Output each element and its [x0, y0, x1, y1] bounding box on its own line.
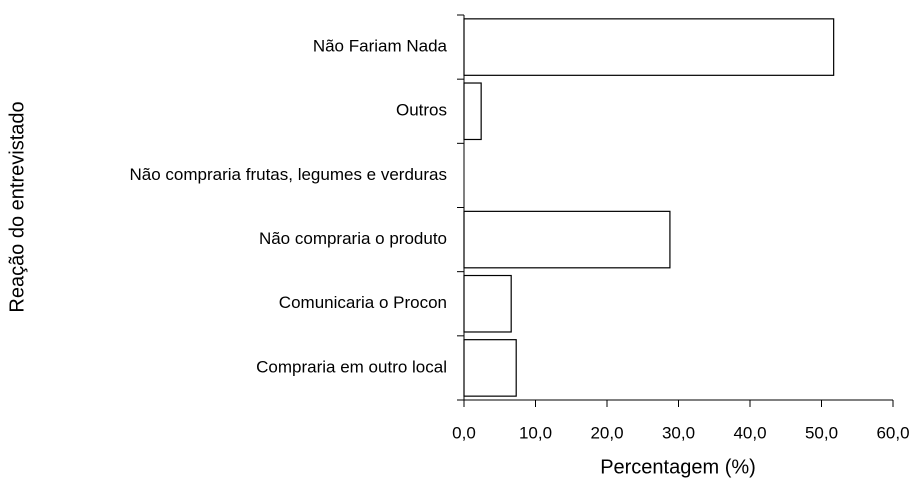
x-tick-label: 40,0 — [733, 423, 766, 442]
x-tick-label: 20,0 — [590, 423, 623, 442]
y-tick-label: Não Fariam Nada — [313, 37, 448, 56]
x-axis-title: Percentagem (%) — [600, 456, 756, 478]
bar — [463, 210, 671, 269]
x-tick-label: 60,0 — [876, 423, 909, 442]
x-tick-label: 50,0 — [805, 423, 838, 442]
y-tick-label: Outros — [396, 101, 447, 120]
y-tick-label: Não compraria o produto — [259, 229, 447, 248]
y-axis-title: Reação do entrevistado — [6, 101, 28, 312]
y-tick-label: Comunicaria o Procon — [279, 293, 447, 312]
y-tick-label: Não compraria frutas, legumes e verduras — [130, 165, 447, 184]
bar — [463, 339, 517, 397]
y-tick-label: Compraria em outro local — [256, 357, 447, 376]
x-tick-label: 10,0 — [519, 423, 552, 442]
x-tick-label: 30,0 — [662, 423, 695, 442]
bar — [463, 82, 482, 141]
bar — [463, 274, 512, 333]
bar — [463, 18, 835, 76]
x-tick-label: 0,0 — [452, 423, 476, 442]
